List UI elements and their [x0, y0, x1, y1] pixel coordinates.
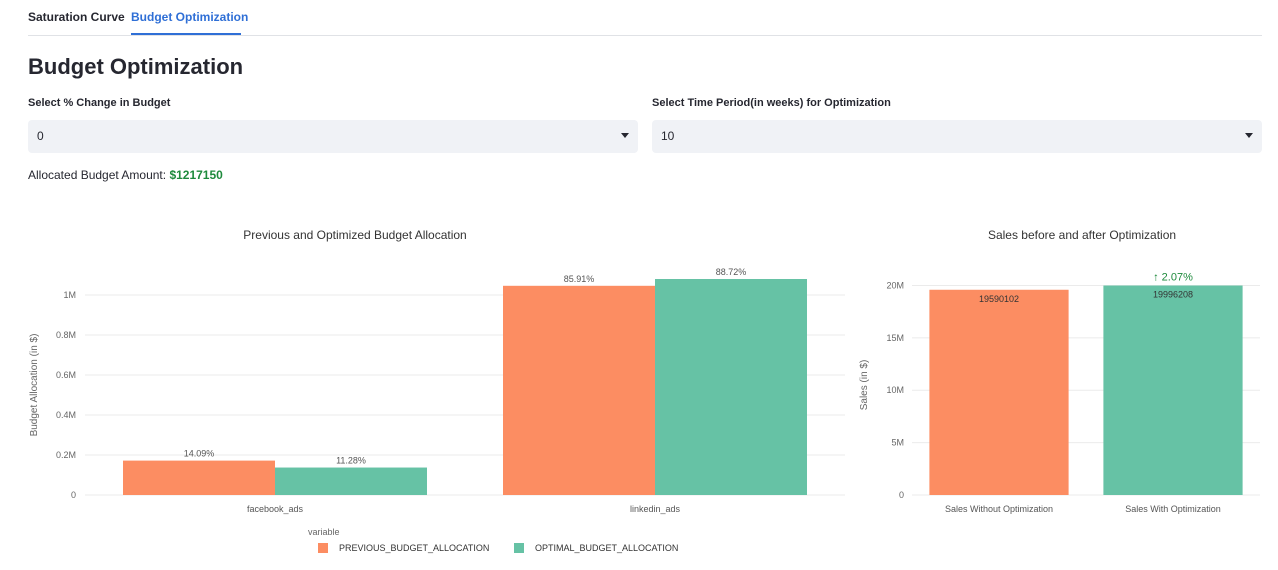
chart-title: Previous and Optimized Budget Allocation [243, 228, 466, 242]
y-tick-label: 5M [891, 438, 904, 448]
y-tick-label: 0 [71, 490, 76, 500]
y-axis-title: Sales (in $) [859, 360, 870, 411]
x-tick-label: Sales With Optimization [1125, 504, 1221, 514]
tab-saturation-curve[interactable]: Saturation Curve [28, 10, 125, 24]
page-title: Budget Optimization [28, 54, 244, 79]
chevron-down-icon [621, 133, 629, 138]
y-tick-label: 0 [899, 490, 904, 500]
sales-comparison-chart: Sales before and after Optimization 0 5M 10… [859, 228, 1260, 514]
active-tab-indicator [131, 33, 241, 35]
y-tick-label: 15M [886, 333, 904, 343]
bar [655, 279, 807, 495]
budget-change-label: Select % Change in Budget [28, 97, 171, 109]
y-tick-label: 0.6M [56, 370, 76, 380]
legend-label: PREVIOUS_BUDGET_ALLOCATION [339, 543, 489, 553]
growth-annotation: ↑ 2.07% [1153, 272, 1193, 284]
y-tick-label: 10M [886, 385, 904, 395]
bar-data-label: 19996208 [1153, 290, 1193, 300]
legend-swatch [318, 543, 328, 553]
y-tick-label: 1M [63, 290, 76, 300]
legend-title: variable [308, 527, 340, 537]
bar-data-label: 14.09% [184, 449, 215, 459]
x-tick-label: facebook_ads [247, 504, 304, 514]
allocated-budget-amount: $1217150 [169, 168, 223, 182]
x-tick-label: linkedin_ads [630, 504, 681, 514]
y-axis-title: Budget Allocation (in $) [29, 334, 40, 437]
tab-bar: Saturation Curve Budget Optimization [28, 0, 1262, 36]
tab-budget-optimization[interactable]: Budget Optimization [131, 10, 249, 24]
budget-change-select[interactable]: 0 [28, 120, 638, 153]
y-tick-label: 0.4M [56, 410, 76, 420]
time-period-value: 10 [661, 129, 675, 143]
allocated-budget-label: Allocated Budget Amount: [28, 168, 167, 182]
budget-change-value: 0 [37, 129, 44, 143]
y-tick-label: 0.2M [56, 450, 76, 460]
bar-data-label: 85.91% [564, 274, 595, 284]
bar [929, 289, 1069, 495]
chevron-down-icon [1245, 133, 1253, 138]
bar-data-label: 11.28% [336, 456, 366, 466]
chart-title: Sales before and after Optimization [988, 228, 1176, 242]
bar-data-label: 19590102 [979, 294, 1019, 304]
y-tick-label: 20M [886, 280, 904, 290]
bar [503, 285, 655, 495]
y-tick-label: 0.8M [56, 330, 76, 340]
x-tick-label: Sales Without Optimization [945, 504, 1053, 514]
time-period-label: Select Time Period(in weeks) for Optimiz… [652, 97, 891, 109]
bar-data-label: 88.72% [716, 267, 747, 277]
bar [1103, 285, 1243, 495]
bar [123, 460, 275, 495]
allocated-budget: Allocated Budget Amount: $1217150 [28, 168, 223, 182]
budget-allocation-chart: Previous and Optimized Budget Allocation… [29, 228, 845, 553]
time-period-select[interactable]: 10 [652, 120, 1262, 153]
bar [275, 467, 427, 495]
legend-swatch [514, 543, 524, 553]
legend-label: OPTIMAL_BUDGET_ALLOCATION [535, 543, 678, 553]
